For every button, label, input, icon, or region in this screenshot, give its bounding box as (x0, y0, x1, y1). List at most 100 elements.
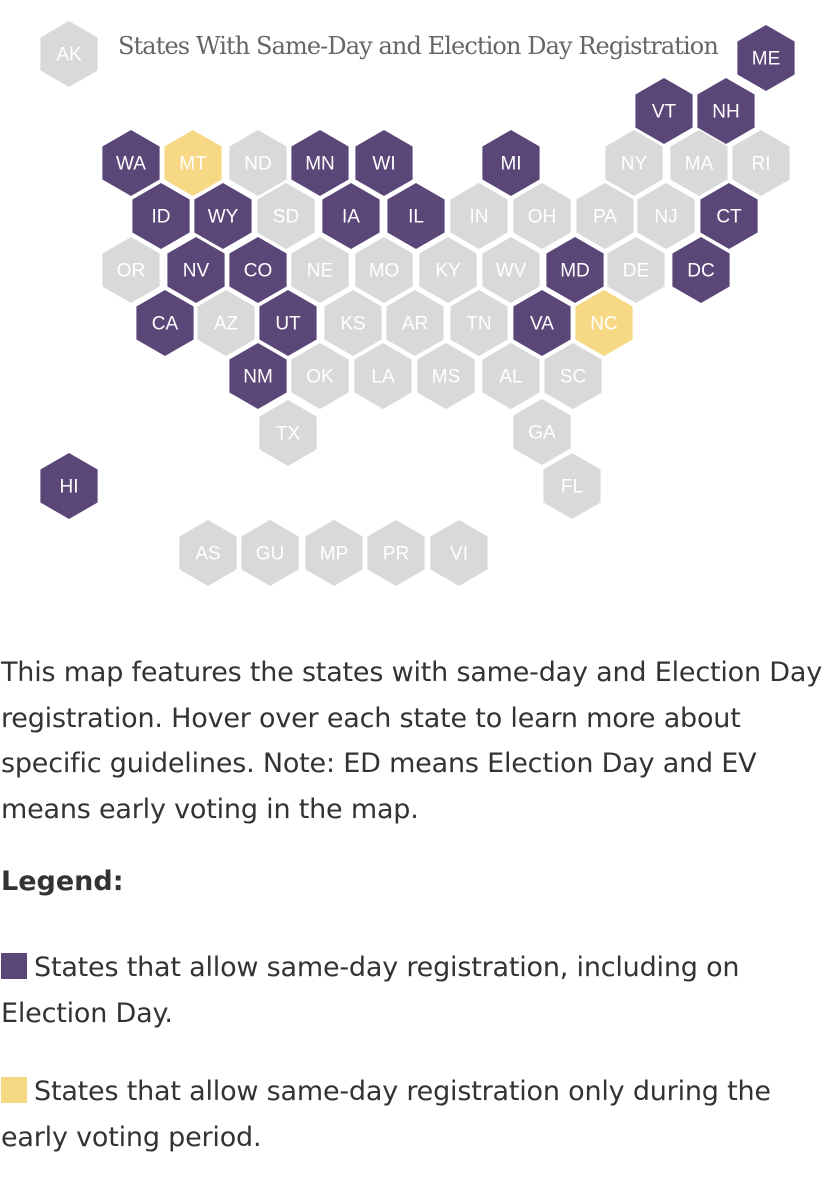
state-hex-shape[interactable] (291, 130, 349, 196)
state-hex-as[interactable]: AS (179, 520, 237, 586)
state-hex-shape[interactable] (605, 130, 663, 196)
state-hex-shape[interactable] (179, 520, 237, 586)
state-hex-shape[interactable] (367, 520, 425, 586)
state-hex-ri[interactable]: RI (732, 130, 790, 196)
state-hex-hi[interactable]: HI (40, 453, 98, 519)
state-hex-sd[interactable]: SD (257, 183, 315, 249)
state-hex-in[interactable]: IN (450, 183, 508, 249)
state-hex-mp[interactable]: MP (305, 520, 363, 586)
state-hex-md[interactable]: MD (546, 237, 604, 303)
state-hex-shape[interactable] (40, 453, 98, 519)
state-hex-shape[interactable] (546, 237, 604, 303)
state-hex-mn[interactable]: MN (291, 130, 349, 196)
state-hex-shape[interactable] (670, 130, 728, 196)
state-hex-ms[interactable]: MS (417, 343, 475, 409)
state-hex-dc[interactable]: DC (672, 237, 730, 303)
state-hex-shape[interactable] (637, 183, 695, 249)
state-hex-shape[interactable] (229, 343, 287, 409)
state-hex-shape[interactable] (322, 183, 380, 249)
state-hex-shape[interactable] (197, 290, 255, 356)
state-hex-shape[interactable] (259, 400, 317, 466)
state-hex-vt[interactable]: VT (635, 78, 693, 144)
state-hex-shape[interactable] (291, 343, 349, 409)
state-hex-ut[interactable]: UT (259, 290, 317, 356)
state-hex-la[interactable]: LA (354, 343, 412, 409)
state-hex-sc[interactable]: SC (544, 343, 602, 409)
state-hex-wi[interactable]: WI (355, 130, 413, 196)
state-hex-shape[interactable] (355, 130, 413, 196)
state-hex-shape[interactable] (576, 183, 634, 249)
state-hex-shape[interactable] (513, 290, 571, 356)
state-hex-shape[interactable] (737, 25, 795, 91)
state-hex-shape[interactable] (136, 290, 194, 356)
state-hex-shape[interactable] (257, 183, 315, 249)
state-hex-nh[interactable]: NH (697, 78, 755, 144)
state-hex-ak[interactable]: AK (40, 21, 98, 87)
state-hex-shape[interactable] (229, 130, 287, 196)
state-hex-az[interactable]: AZ (197, 290, 255, 356)
state-hex-shape[interactable] (132, 183, 190, 249)
state-hex-shape[interactable] (259, 290, 317, 356)
state-hex-mi[interactable]: MI (482, 130, 540, 196)
state-hex-shape[interactable] (291, 237, 349, 303)
state-hex-wy[interactable]: WY (194, 183, 252, 249)
state-hex-shape[interactable] (482, 237, 540, 303)
state-hex-ga[interactable]: GA (513, 399, 571, 465)
state-hex-shape[interactable] (419, 237, 477, 303)
state-hex-ca[interactable]: CA (136, 290, 194, 356)
state-hex-ar[interactable]: AR (386, 290, 444, 356)
state-hex-fl[interactable]: FL (543, 453, 601, 519)
state-hex-ne[interactable]: NE (291, 237, 349, 303)
state-hex-shape[interactable] (482, 130, 540, 196)
state-hex-shape[interactable] (102, 130, 160, 196)
state-hex-gu[interactable]: GU (241, 520, 299, 586)
state-hex-mt[interactable]: MT (164, 130, 222, 196)
state-hex-shape[interactable] (430, 520, 488, 586)
state-hex-pr[interactable]: PR (367, 520, 425, 586)
state-hex-ia[interactable]: IA (322, 183, 380, 249)
state-hex-nc[interactable]: NC (575, 290, 633, 356)
state-hex-tn[interactable]: TN (450, 290, 508, 356)
state-hex-shape[interactable] (229, 237, 287, 303)
state-hex-nm[interactable]: NM (229, 343, 287, 409)
state-hex-shape[interactable] (635, 78, 693, 144)
state-hex-shape[interactable] (700, 183, 758, 249)
state-hex-ma[interactable]: MA (670, 130, 728, 196)
state-hex-shape[interactable] (386, 290, 444, 356)
state-hex-shape[interactable] (167, 237, 225, 303)
state-hex-ct[interactable]: CT (700, 183, 758, 249)
state-hex-shape[interactable] (697, 78, 755, 144)
state-hex-co[interactable]: CO (229, 237, 287, 303)
state-hex-shape[interactable] (513, 183, 571, 249)
state-hex-shape[interactable] (450, 183, 508, 249)
state-hex-ky[interactable]: KY (419, 237, 477, 303)
state-hex-shape[interactable] (607, 237, 665, 303)
state-hex-shape[interactable] (164, 130, 222, 196)
state-hex-ks[interactable]: KS (324, 290, 382, 356)
state-hex-shape[interactable] (544, 343, 602, 409)
state-hex-shape[interactable] (672, 237, 730, 303)
state-hex-nd[interactable]: ND (229, 130, 287, 196)
state-hex-id[interactable]: ID (132, 183, 190, 249)
state-hex-oh[interactable]: OH (513, 183, 571, 249)
state-hex-va[interactable]: VA (513, 290, 571, 356)
state-hex-shape[interactable] (241, 520, 299, 586)
state-hex-shape[interactable] (387, 183, 445, 249)
state-hex-il[interactable]: IL (387, 183, 445, 249)
state-hex-shape[interactable] (482, 343, 540, 409)
state-hex-shape[interactable] (354, 343, 412, 409)
state-hex-shape[interactable] (355, 237, 413, 303)
state-hex-al[interactable]: AL (482, 343, 540, 409)
state-hex-de[interactable]: DE (607, 237, 665, 303)
state-hex-shape[interactable] (305, 520, 363, 586)
state-hex-shape[interactable] (732, 130, 790, 196)
state-hex-tx[interactable]: TX (259, 400, 317, 466)
state-hex-shape[interactable] (324, 290, 382, 356)
state-hex-shape[interactable] (575, 290, 633, 356)
state-hex-shape[interactable] (417, 343, 475, 409)
state-hex-wa[interactable]: WA (102, 130, 160, 196)
state-hex-mo[interactable]: MO (355, 237, 413, 303)
state-hex-shape[interactable] (450, 290, 508, 356)
state-hex-ny[interactable]: NY (605, 130, 663, 196)
state-hex-shape[interactable] (513, 399, 571, 465)
